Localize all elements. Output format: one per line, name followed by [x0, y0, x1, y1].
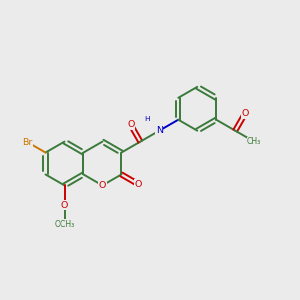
Text: CH₃: CH₃ — [247, 137, 261, 146]
Text: O: O — [61, 201, 68, 210]
Text: Br: Br — [22, 138, 33, 147]
Text: N: N — [156, 126, 163, 135]
Text: O: O — [135, 180, 142, 189]
Text: OCH₃: OCH₃ — [54, 220, 75, 229]
Text: H: H — [144, 116, 150, 122]
Text: O: O — [127, 120, 134, 129]
Text: O: O — [99, 181, 106, 190]
Text: O: O — [241, 110, 248, 118]
